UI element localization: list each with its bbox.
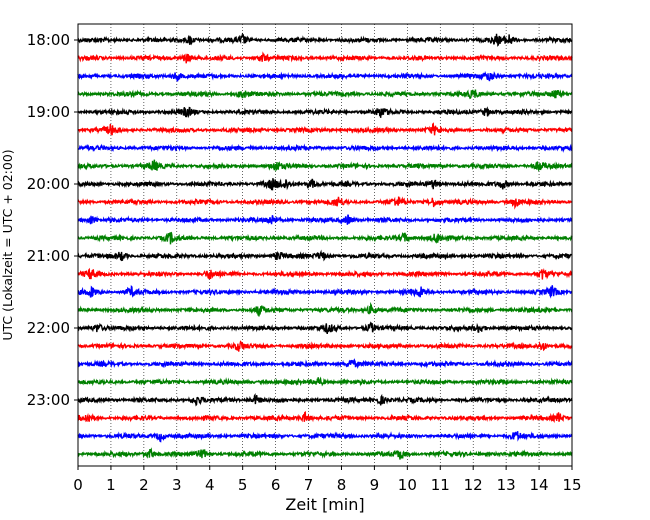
y-tick-label: 22:00 [27, 319, 70, 337]
trace-2345 [77, 447, 573, 460]
x-tick-label: 0 [73, 476, 83, 494]
trace-2045 [77, 231, 573, 245]
trace-2145 [77, 301, 573, 317]
y-tick-label: 21:00 [27, 247, 70, 265]
x-tick-label: 5 [238, 476, 248, 494]
x-tick-label: 9 [370, 476, 380, 494]
x-tick-label: 3 [172, 476, 182, 494]
x-axis-label: Zeit [min] [285, 495, 364, 514]
y-axis-label: UTC (Lokalzeit = UTC + 02:00) [0, 149, 15, 340]
y-tick-label: 20:00 [27, 175, 70, 193]
y-tick-label: 19:00 [27, 103, 70, 121]
seismic-traces [77, 32, 573, 460]
x-tick-label: 14 [530, 476, 549, 494]
y-tick-label: 23:00 [27, 391, 70, 409]
x-tick-label: 4 [205, 476, 215, 494]
trace-1930 [77, 143, 573, 153]
trace-2200 [77, 321, 573, 335]
trace-2115 [77, 267, 573, 280]
x-tick-label: 13 [497, 476, 516, 494]
x-tick-label: 8 [337, 476, 347, 494]
trace-2030 [77, 214, 573, 225]
x-tick-label: 15 [562, 476, 581, 494]
trace-2300 [77, 392, 573, 407]
trace-2245 [77, 376, 573, 387]
y-axis-ticks: 18:00 19:00 20:00 21:00 22:00 23:00 [27, 31, 78, 409]
x-tick-label: 10 [398, 476, 417, 494]
x-tick-label: 1 [106, 476, 116, 494]
trace-2000 [77, 178, 573, 191]
trace-1815 [77, 51, 573, 64]
trace-1830 [77, 70, 573, 82]
x-tick-label: 7 [304, 476, 314, 494]
x-tick-label: 12 [464, 476, 483, 494]
trace-2330 [77, 431, 573, 443]
trace-2130 [77, 284, 573, 299]
y-tick-label: 18:00 [27, 31, 70, 49]
trace-1800 [77, 32, 573, 47]
trace-1945 [77, 159, 573, 173]
trace-1915 [77, 122, 573, 136]
trace-2015 [77, 196, 573, 210]
x-tick-label: 6 [271, 476, 281, 494]
trace-2315 [77, 410, 573, 424]
trace-2215 [77, 340, 573, 352]
trace-1845 [77, 89, 573, 100]
x-tick-label: 11 [431, 476, 450, 494]
trace-2230 [77, 358, 573, 369]
x-tick-label: 2 [139, 476, 149, 494]
trace-1900 [77, 106, 573, 119]
trace-2100 [77, 249, 573, 262]
plot-frame [77, 23, 573, 467]
x-axis-ticks: 0 1 2 3 4 5 6 7 8 9 10 11 12 13 14 15 [73, 466, 582, 494]
